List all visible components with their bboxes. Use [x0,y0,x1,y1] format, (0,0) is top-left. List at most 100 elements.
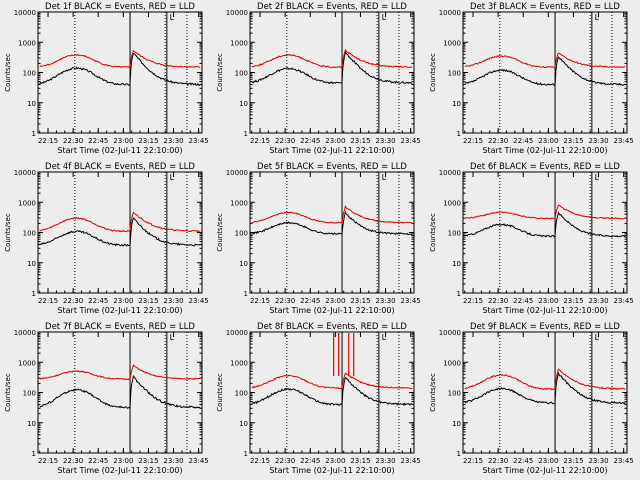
series-line-lld [39,50,201,69]
series-line-events [464,371,626,405]
x-tick-label: 23:30 [375,457,395,465]
chart-panel-7: Det 7f BLACK = Events, RED = LLD Counts/s… [4,322,209,475]
plot-frame [462,171,628,294]
x-tick-label: 23:00 [113,297,133,305]
x-tick-label: 22:30 [275,457,295,465]
chart-title: Det 3f BLACK = Events, RED = LLD [470,2,620,12]
y-tick-label: 100 [23,70,36,78]
x-axis-label: Start Time (02-Jul-11 22:10:00) [482,306,607,315]
x-tick-label: 23:15 [138,137,158,145]
x-tick-label: 22:45 [513,457,533,465]
y-tick-label: 1000 [18,359,36,367]
y-axis-label: Counts/sec [4,53,12,92]
y-tick-label: 1 [244,130,248,138]
y-tick-label: 10 [452,100,461,108]
x-tick-label: 23:45 [401,137,421,145]
x-tick-label: 22:15 [250,457,270,465]
x-tick-label: 22:45 [300,457,320,465]
chart-title: Det 5f BLACK = Events, RED = LLD [257,162,407,172]
l-marker-label: L [170,13,175,22]
y-tick-label: 1 [32,290,36,298]
x-tick-label: 23:15 [138,457,158,465]
chart-panel-8: Det 8f BLACK = Events, RED = LLD Counts/s… [216,322,421,475]
series-line-events [464,211,626,238]
y-tick-label: 10 [239,420,248,428]
y-tick-label: 1000 [230,39,248,47]
y-tick-label: 1 [457,290,461,298]
series-line-lld [464,52,626,69]
x-tick-label: 22:15 [463,137,483,145]
y-axis-label: Counts/sec [216,53,224,92]
l-marker-label: L [170,173,175,182]
y-tick-label: 1000 [443,39,461,47]
plot-frame [462,331,628,454]
y-axis-label: Counts/sec [216,213,224,252]
series-line-events [251,50,413,85]
x-tick-label: 22:15 [463,297,483,305]
chart-panel-6: Det 6f BLACK = Events, RED = LLD Counts/s… [429,162,634,315]
chart-panel-4: Det 4f BLACK = Events, RED = LLD Counts/s… [4,162,209,315]
plot-frame [462,11,628,134]
x-tick-label: 23:15 [138,297,158,305]
y-tick-label: 10 [27,100,36,108]
y-tick-label: 100 [448,390,461,398]
y-tick-label: 10000 [439,329,461,337]
x-tick-label: 22:30 [488,457,508,465]
x-tick-label: 22:15 [463,457,483,465]
y-tick-label: 1 [244,450,248,458]
x-tick-label: 23:00 [113,457,133,465]
x-tick-label: 23:45 [614,297,634,305]
x-axis-label: Start Time (02-Jul-11 22:10:00) [269,306,394,315]
x-tick-label: 23:00 [325,137,345,145]
chart-title: Det 7f BLACK = Events, RED = LLD [45,322,195,332]
x-tick-label: 23:30 [163,297,183,305]
series-line-events [464,56,626,86]
x-tick-label: 23:15 [350,137,370,145]
y-tick-label: 100 [448,230,461,238]
y-tick-label: 100 [235,70,248,78]
y-tick-label: 1000 [443,199,461,207]
x-tick-label: 23:00 [538,137,558,145]
l-marker-label: L [170,333,175,342]
x-tick-label: 23:30 [163,457,183,465]
x-tick-label: 22:30 [63,137,83,145]
x-tick-label: 22:30 [275,137,295,145]
chart-panel-3: Det 3f BLACK = Events, RED = LLD Counts/s… [429,2,634,155]
chart-title: Det 4f BLACK = Events, RED = LLD [45,162,195,172]
x-tick-label: 22:30 [63,297,83,305]
x-tick-label: 22:15 [250,137,270,145]
x-tick-label: 23:00 [325,297,345,305]
y-tick-label: 10000 [14,169,36,177]
y-axis-label: Counts/sec [4,373,12,412]
y-tick-label: 10000 [226,9,248,17]
y-tick-label: 100 [448,70,461,78]
y-tick-label: 10 [239,260,248,268]
series-line-events [251,210,413,236]
x-tick-label: 23:30 [375,297,395,305]
x-tick-label: 22:30 [275,297,295,305]
x-tick-label: 23:15 [563,137,583,145]
x-tick-label: 22:45 [300,297,320,305]
y-tick-label: 100 [235,230,248,238]
chart-panel-1: Det 1f BLACK = Events, RED = LLD Counts/s… [4,2,209,155]
x-tick-label: 23:30 [588,297,608,305]
y-tick-label: 1 [32,450,36,458]
x-tick-label: 23:30 [163,137,183,145]
plot-frame [37,331,203,454]
chart-panel-5: Det 5f BLACK = Events, RED = LLD Counts/s… [216,162,421,315]
y-axis-label: Counts/sec [216,373,224,412]
x-tick-label: 22:45 [513,137,533,145]
x-axis-label: Start Time (02-Jul-11 22:10:00) [57,306,182,315]
x-axis-label: Start Time (02-Jul-11 22:10:00) [482,466,607,475]
y-tick-label: 10000 [14,329,36,337]
y-tick-label: 10 [239,100,248,108]
l-marker-label: L [382,173,387,182]
x-tick-label: 22:45 [88,457,108,465]
y-tick-label: 1000 [230,199,248,207]
x-tick-label: 22:15 [250,297,270,305]
x-tick-label: 23:30 [588,457,608,465]
l-marker-label: L [382,13,387,22]
y-axis-label: Counts/sec [429,373,437,412]
y-axis-label: Counts/sec [4,213,12,252]
